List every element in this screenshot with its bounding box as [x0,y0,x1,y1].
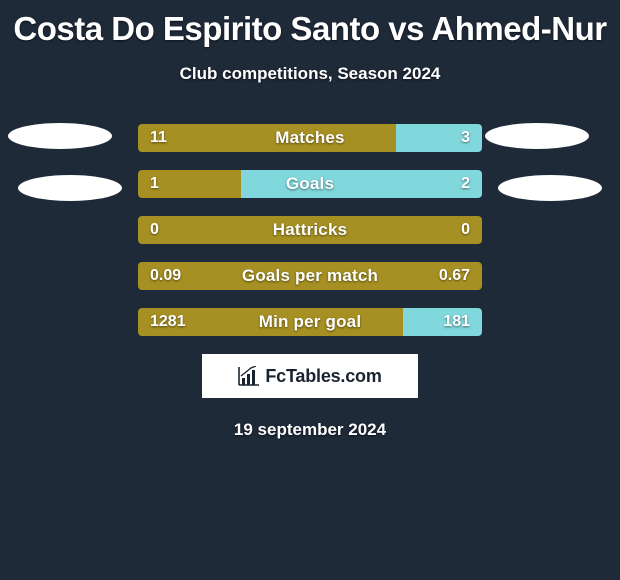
comparison-chart: 113Matches 12Goals 00Hattricks 0.090.67Goal… [0,124,620,336]
stat-row: 12Goals [138,170,482,198]
stat-label: Matches [138,124,482,152]
stat-row: 1281181Min per goal [138,308,482,336]
subtitle: Club competitions, Season 2024 [0,64,620,84]
date-text: 19 september 2024 [0,420,620,440]
stat-label: Goals per match [138,262,482,290]
player-right-ellipse-2 [498,175,602,201]
stat-label: Hattricks [138,216,482,244]
stat-row: 0.090.67Goals per match [138,262,482,290]
brand-box: FcTables.com [202,354,418,398]
player-left-ellipse-2 [18,175,122,201]
player-left-ellipse-1 [8,123,112,149]
brand-chart-icon [238,366,260,386]
stat-label: Min per goal [138,308,482,336]
stat-label: Goals [138,170,482,198]
page-title: Costa Do Espirito Santo vs Ahmed-Nur [0,0,620,48]
stat-row: 113Matches [138,124,482,152]
stat-row: 00Hattricks [138,216,482,244]
brand-text: FcTables.com [265,366,381,387]
player-right-ellipse-1 [485,123,589,149]
